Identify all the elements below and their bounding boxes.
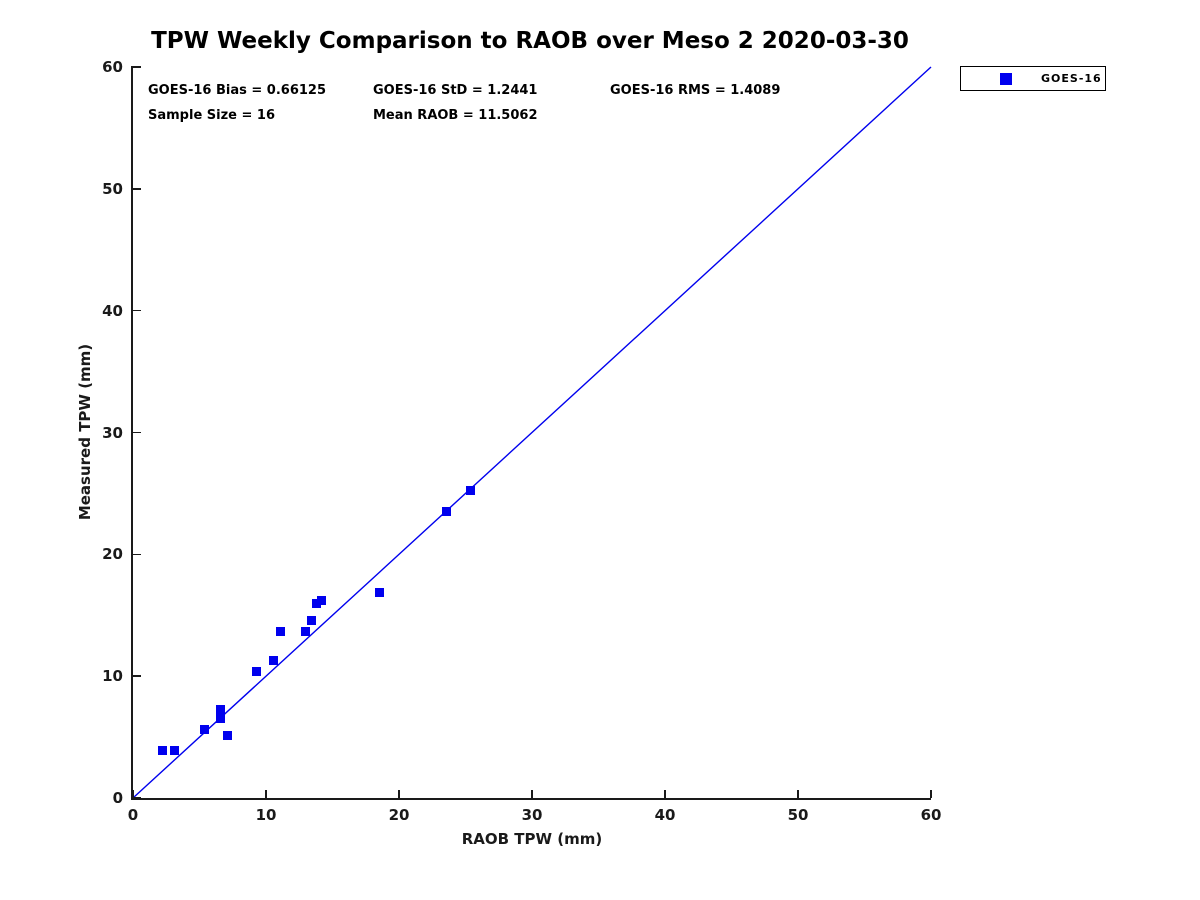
x-tick-mark	[531, 790, 533, 798]
data-point-goes-16	[312, 598, 322, 608]
x-tick-label: 40	[654, 806, 676, 824]
data-point-goes-16	[169, 745, 179, 755]
legend-marker-swatch	[1000, 72, 1012, 85]
x-tick-label: 10	[255, 806, 277, 824]
y-tick-mark	[133, 431, 141, 434]
data-point-goes-16	[216, 704, 226, 714]
stat-rms: GOES-16 RMS = 1.4089	[610, 83, 781, 98]
stat-sample-size: Sample Size = 16	[148, 108, 276, 123]
y-axis-spine	[131, 66, 133, 800]
x-axis-spine	[131, 798, 931, 800]
y-tick-label: 40	[102, 301, 123, 320]
y-tick-mark	[133, 309, 141, 312]
y-tick-label: 10	[102, 667, 123, 686]
data-point-goes-16	[222, 731, 232, 741]
stat-std: GOES-16 StD = 1.2441	[373, 83, 538, 98]
data-point-goes-16	[466, 486, 476, 496]
data-point-goes-16	[374, 587, 384, 597]
data-point-goes-16	[157, 745, 167, 755]
legend-box: GOES-16	[960, 66, 1106, 91]
data-point-goes-16	[301, 626, 311, 636]
x-tick-label: 20	[388, 806, 410, 824]
y-tick-mark	[133, 553, 141, 556]
identity-reference-line	[132, 66, 932, 799]
y-tick-label: 50	[102, 179, 123, 198]
data-point-goes-16	[216, 714, 226, 724]
chart-title: TPW Weekly Comparison to RAOB over Meso …	[151, 28, 909, 54]
x-tick-mark	[797, 790, 799, 798]
y-axis-label: Measured TPW (mm)	[76, 343, 94, 521]
y-tick-mark	[133, 66, 141, 68]
y-tick-label: 60	[102, 58, 123, 76]
x-axis-label: RAOB TPW (mm)	[461, 830, 603, 848]
x-tick-label: 0	[127, 806, 139, 824]
data-point-goes-16	[317, 596, 327, 606]
x-tick-mark	[265, 790, 267, 798]
y-tick-mark	[133, 675, 141, 677]
x-tick-mark	[664, 790, 666, 798]
data-point-goes-16	[269, 655, 279, 665]
data-point-goes-16	[200, 725, 210, 735]
x-tick-mark	[132, 790, 134, 798]
y-tick-label: 20	[102, 545, 123, 564]
stat-bias: GOES-16 Bias = 0.66125	[148, 83, 327, 98]
data-point-goes-16	[442, 507, 452, 517]
y-tick-label: 0	[112, 789, 123, 807]
x-tick-label: 50	[787, 806, 809, 824]
x-tick-label: 30	[521, 806, 543, 824]
data-point-goes-16	[306, 615, 316, 625]
legend-entry-label: GOES-16	[1041, 72, 1102, 85]
y-tick-label: 30	[102, 423, 123, 442]
data-point-goes-16	[252, 666, 262, 676]
y-tick-mark	[133, 188, 141, 190]
x-tick-mark	[930, 790, 932, 798]
plot-area: 0 10 20 30 40 50 60 0 10 20 30 40 50 60	[102, 58, 941, 824]
data-point-goes-16	[276, 626, 286, 636]
y-tick-mark	[133, 797, 141, 799]
stat-mean-raob: Mean RAOB = 11.5062	[373, 108, 538, 123]
x-tick-label: 60	[920, 806, 942, 824]
x-tick-mark	[398, 790, 400, 798]
